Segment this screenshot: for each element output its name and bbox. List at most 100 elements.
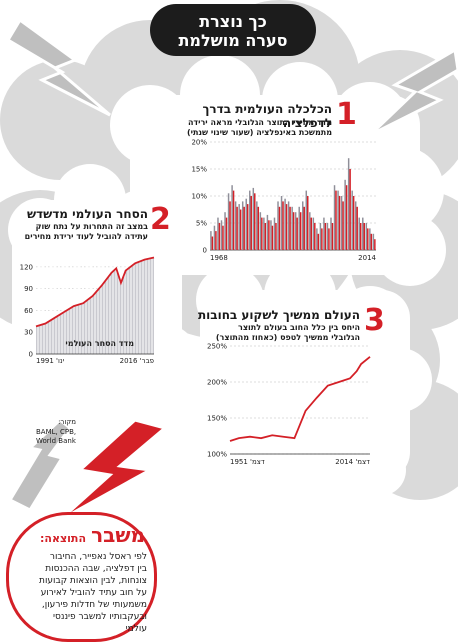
bar (310, 217, 313, 250)
red-lightning-icon (58, 418, 169, 522)
section2-number: 2 (150, 202, 171, 237)
x-tick-label: 2014 (358, 254, 376, 262)
bar (291, 206, 293, 250)
section1-subtitle2: מתמשכת באינפלציה (שעור שינוי שנתי) (186, 128, 332, 137)
y-tick-label: 90 (24, 285, 33, 293)
trade-line (35, 256, 155, 328)
bar (234, 201, 237, 250)
bar (362, 217, 364, 250)
y-tick-label: 0 (203, 247, 207, 255)
bar (303, 206, 305, 250)
bar (271, 225, 274, 250)
bar (245, 198, 247, 250)
bar (263, 217, 265, 250)
bar (321, 228, 323, 250)
source-line1: BAML, CPB, (36, 428, 77, 436)
y-tick-label: 250% (207, 343, 227, 351)
result-line: עולמי (125, 624, 147, 634)
section2-subtitle1: במצב זה התחרות על נתח שוק (35, 222, 148, 231)
bar (354, 201, 357, 250)
bar (224, 212, 226, 250)
result-line: בין דפלציה, שבה ההכנסות (45, 564, 147, 574)
bar (330, 217, 332, 250)
lightning-icon (5, 17, 458, 512)
y-tick-label: 0 (29, 351, 33, 359)
x-tick-label: פבר' 2016 (120, 357, 154, 365)
x-tick-label: 1968 (210, 254, 228, 262)
result-line: על חוב עתיד להוביל לאירוע (40, 588, 147, 598)
y-tick-label: 120 (20, 263, 33, 271)
bar (335, 190, 337, 250)
y-tick-label: 60 (24, 307, 33, 315)
bar (243, 206, 245, 250)
bar (374, 239, 376, 250)
section1-title: הכלכלה העולמית בדרך לדפלציה (202, 102, 332, 130)
y-tick-label: 10% (191, 193, 207, 201)
bar (257, 206, 260, 250)
bar (312, 217, 315, 250)
chart1-bars (210, 158, 376, 250)
bar (338, 196, 341, 250)
result-body: לפי ראסל נאפייר, החיבור בין דפלציה, שבה … (15, 551, 147, 635)
bar (331, 223, 334, 250)
bar (305, 190, 308, 250)
bar (356, 206, 358, 250)
bar (275, 223, 277, 250)
bar (316, 228, 318, 250)
section1-number: 1 (336, 97, 357, 132)
bar (238, 204, 240, 250)
y-tick-label: 100% (207, 451, 227, 459)
bar (210, 231, 212, 250)
bar (278, 206, 281, 250)
header-line2: סערה מושלמת (178, 31, 288, 50)
y-tick-label: 150% (207, 415, 227, 423)
section1-subtitle1: מדד מחירי התוצר הגלובלי מראה ירידה (187, 118, 332, 127)
bar (241, 201, 244, 250)
debt-ratio-line-chart: 100% 150% 200% 250% דצמ' 1951 דצמ' 2014 (207, 343, 371, 466)
bar (254, 193, 256, 250)
bar (261, 217, 263, 250)
bar (218, 223, 221, 250)
bar (256, 201, 258, 250)
bar (359, 223, 362, 250)
result-line: משמעותי של חדלות פירעון, (41, 600, 147, 610)
bar (347, 158, 350, 250)
bar (326, 223, 329, 250)
bar (292, 212, 295, 250)
bar (282, 201, 284, 250)
bar (302, 201, 304, 250)
chart3-grid (230, 345, 370, 455)
bar (231, 185, 233, 250)
bar (363, 223, 365, 250)
chart2-series-label: מדד הסחר העולמי (65, 339, 134, 348)
bar (285, 204, 288, 250)
bar (213, 225, 216, 250)
bar (280, 196, 283, 250)
bar (296, 217, 298, 250)
bar (246, 204, 249, 250)
bar (211, 236, 214, 250)
bar (215, 231, 217, 250)
section3-number: 3 (364, 303, 385, 338)
bar (222, 225, 224, 250)
bar (270, 220, 272, 250)
bar (229, 201, 231, 250)
bar (337, 190, 339, 250)
bar (252, 187, 255, 250)
bar (340, 196, 343, 250)
bar (369, 228, 371, 250)
bar (289, 206, 291, 250)
bar (314, 223, 316, 250)
debt-line (229, 356, 371, 442)
section3-subtitle2: הגלובלי ממשיך לטפס (כאחוז מהתוצר) (215, 333, 360, 342)
section2-title: הסחר העולמי מדשדש (26, 207, 148, 221)
bar (372, 233, 375, 250)
bar (309, 212, 311, 250)
bar (273, 217, 276, 250)
bar (220, 220, 223, 250)
section2-subtitle2: עתידה להוביל לעוד ירידת מחירים (24, 232, 148, 241)
source-label: מקור: (58, 418, 76, 426)
x-tick-label: דצמ' 2014 (335, 458, 370, 466)
bar (284, 198, 286, 250)
y-tick-label: 20% (191, 139, 207, 147)
